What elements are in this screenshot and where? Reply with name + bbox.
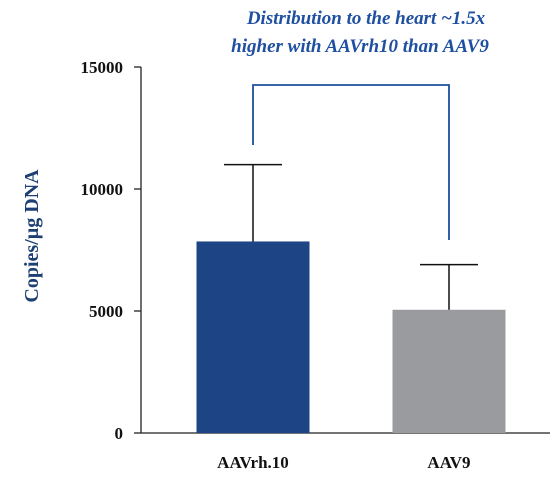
- y-axis-label: Copies/µg DNA: [21, 169, 43, 303]
- comparison-bracket: [252, 84, 450, 240]
- bar: [392, 309, 506, 433]
- annotation-line-1: Distribution to the heart ~1.5x: [246, 8, 486, 29]
- bar: [196, 241, 310, 433]
- x-tick-label: AAVrh.10: [217, 453, 289, 472]
- y-tick-label: 15000: [81, 58, 124, 77]
- annotation-line-2: higher with AAVrh10 than AAV9: [231, 36, 489, 57]
- y-tick-label: 10000: [81, 180, 124, 199]
- y-tick-label: 0: [115, 424, 124, 443]
- y-tick-label: 5000: [89, 302, 123, 321]
- chart-marks: 0 5000 10000 15000 AAVrh.10 AAV9: [81, 58, 550, 472]
- x-tick-label: AAV9: [427, 453, 470, 472]
